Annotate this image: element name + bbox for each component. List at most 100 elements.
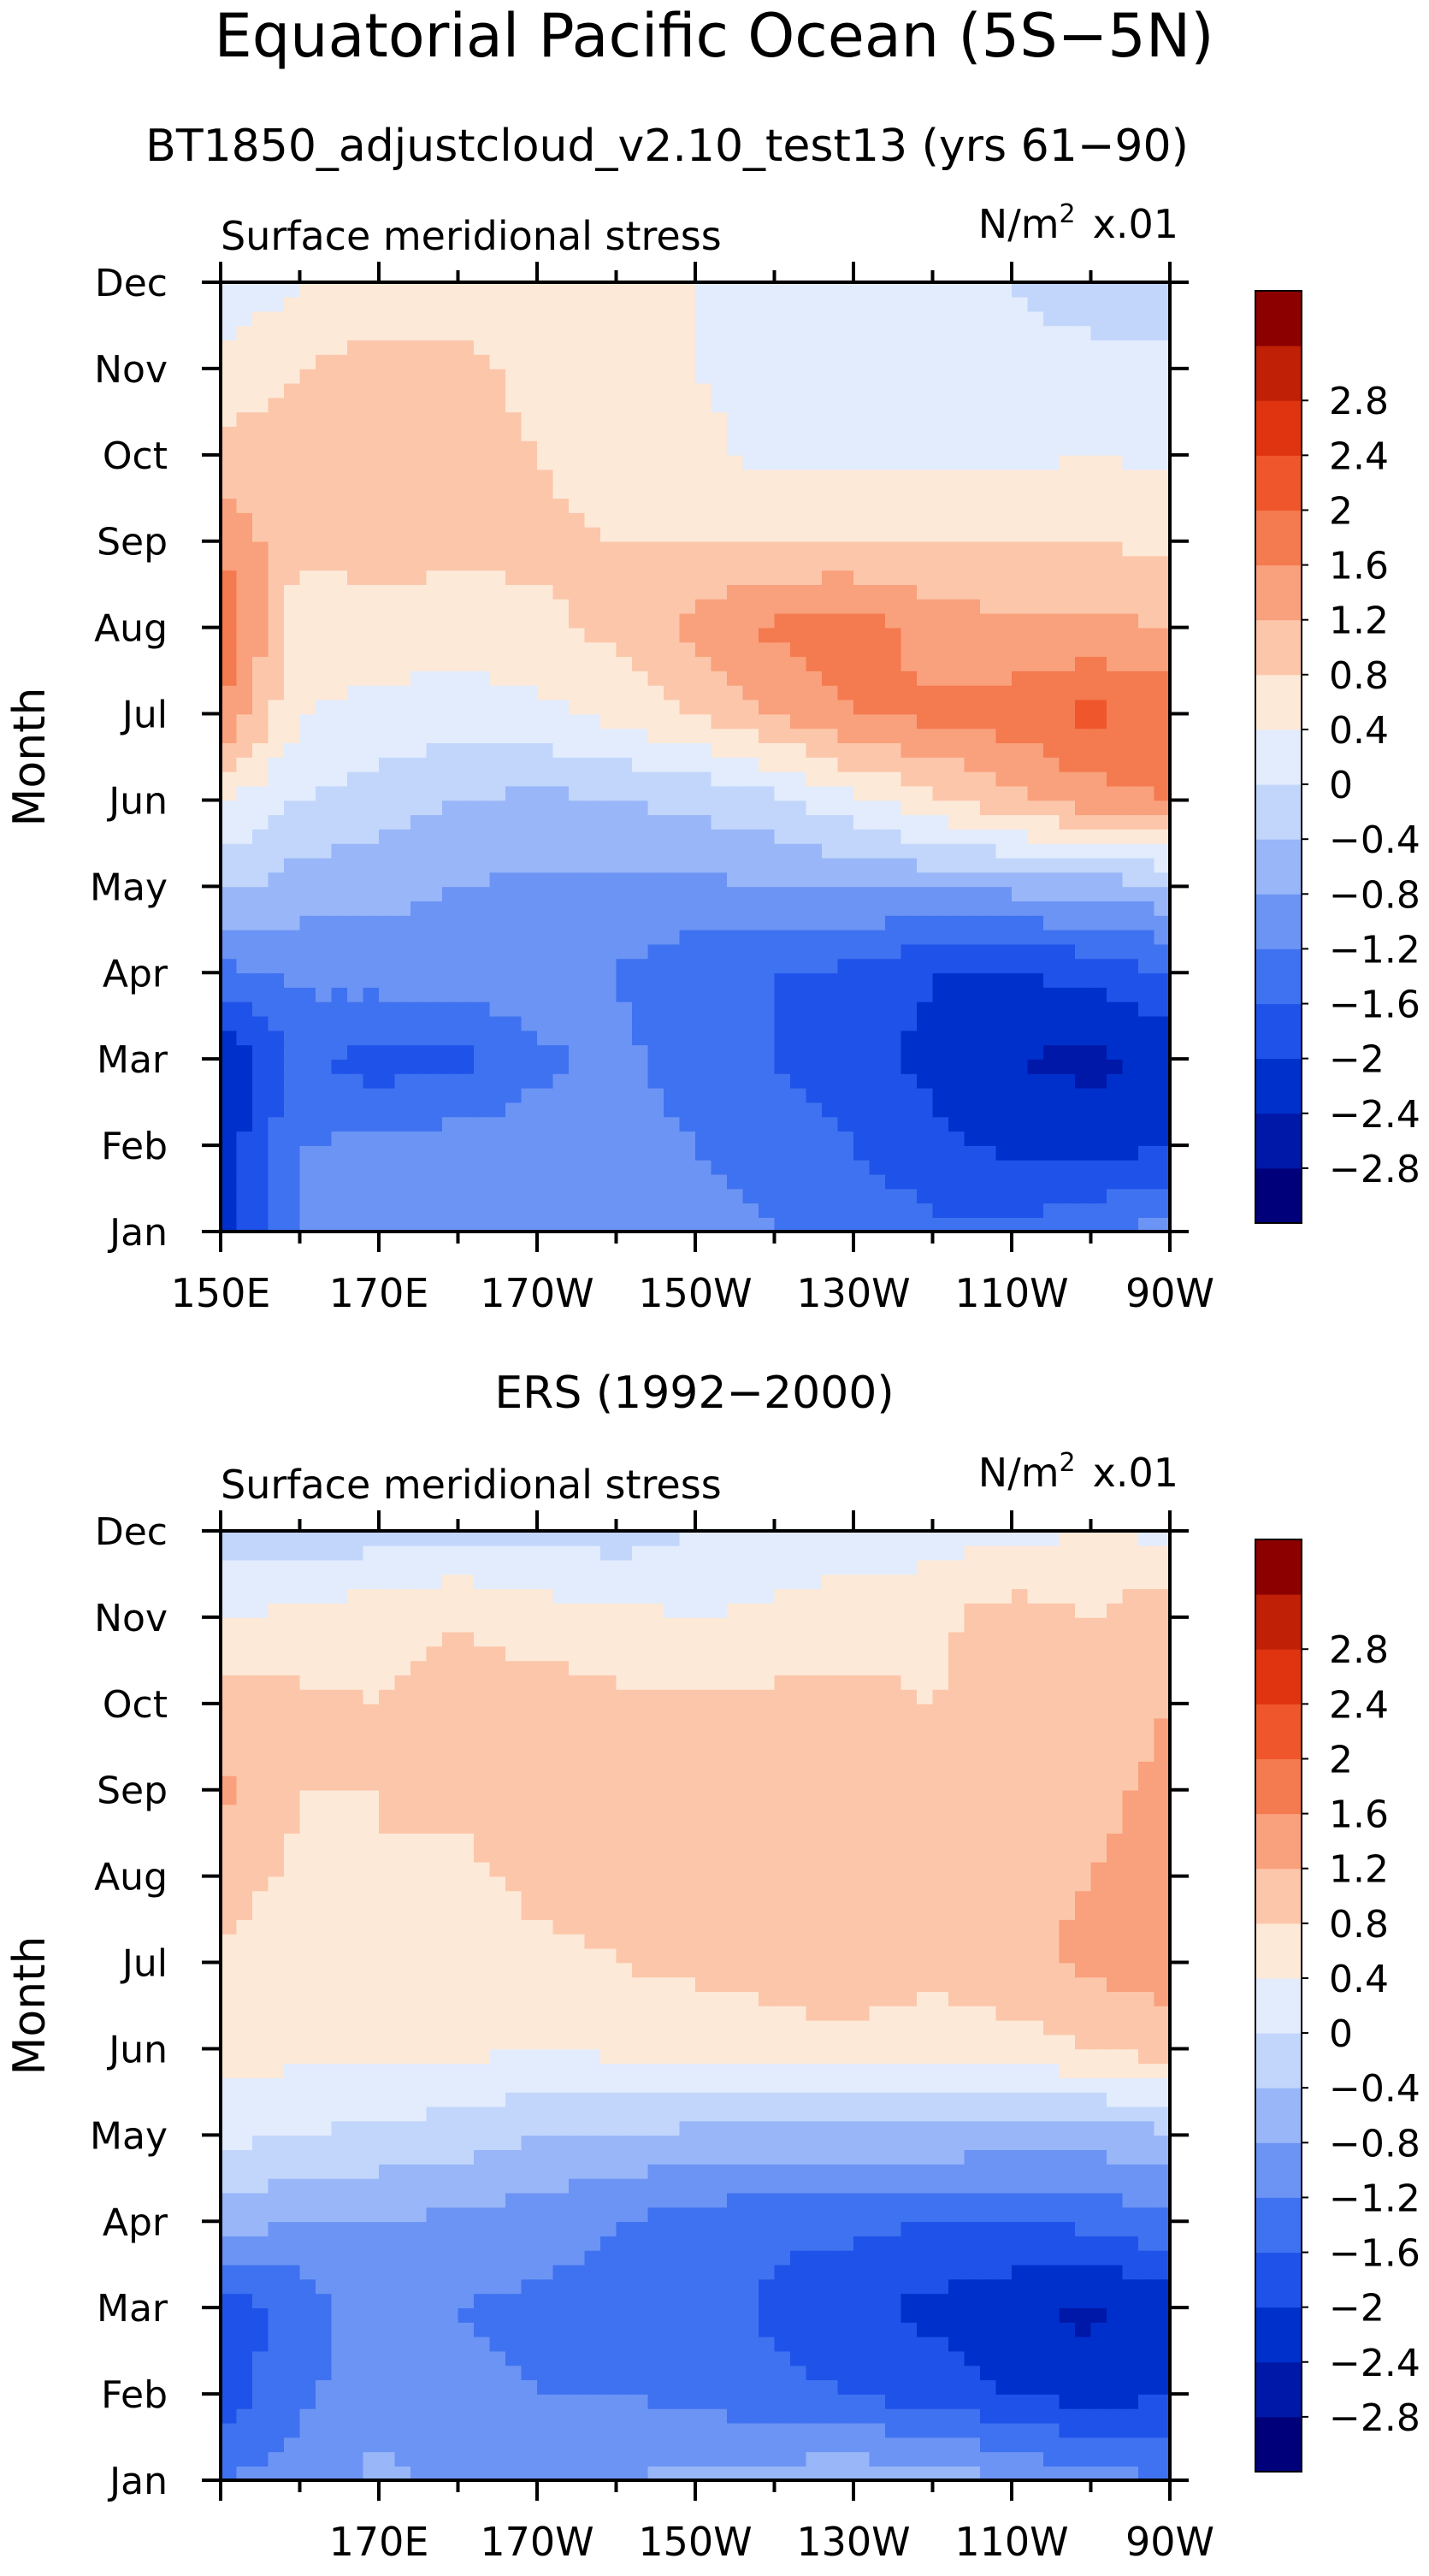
contour-cell xyxy=(316,282,333,298)
contour-cell xyxy=(679,1188,696,1204)
contour-cell xyxy=(1107,612,1124,629)
contour-cell xyxy=(268,800,285,816)
contour-cell xyxy=(679,498,696,513)
contour-cell xyxy=(363,498,380,513)
contour-cell xyxy=(806,1131,823,1146)
contour-cell xyxy=(822,426,839,441)
contour-cell xyxy=(1090,368,1107,384)
contour-cell xyxy=(252,886,269,901)
contour-cell xyxy=(569,2307,586,2323)
contour-cell xyxy=(268,987,285,1002)
contour-cell xyxy=(1012,599,1029,614)
contour-cell xyxy=(331,282,348,298)
contour-cell xyxy=(759,929,776,945)
contour-cell xyxy=(995,1015,1013,1031)
contour-cell xyxy=(1107,2293,1124,2308)
contour-cell xyxy=(1107,757,1124,772)
contour-cell xyxy=(759,2422,776,2438)
contour-cell xyxy=(948,641,965,658)
contour-cell xyxy=(932,2466,949,2480)
contour-cell xyxy=(569,2293,586,2308)
contour-cell xyxy=(664,943,681,960)
contour-cell xyxy=(521,641,538,658)
contour-cell xyxy=(1043,2307,1060,2323)
contour-cell xyxy=(331,901,348,916)
contour-cell xyxy=(679,382,696,399)
contour-cell xyxy=(268,929,285,945)
contour-cell xyxy=(552,1087,570,1103)
contour-cell xyxy=(458,570,475,585)
contour-cell xyxy=(616,1073,633,1089)
contour-cell xyxy=(742,599,759,614)
contour-cell xyxy=(711,440,728,456)
contour-cell xyxy=(600,454,617,470)
contour-cell xyxy=(537,1202,554,1218)
contour-cell xyxy=(600,599,617,614)
contour-cell xyxy=(679,929,696,945)
contour-cell xyxy=(1090,742,1107,758)
contour-cell xyxy=(1012,426,1029,441)
contour-cell xyxy=(1059,800,1076,816)
contour-cell xyxy=(299,2394,316,2409)
contour-cell xyxy=(790,871,807,888)
contour-cell xyxy=(790,713,807,730)
contour-cell xyxy=(632,1044,649,1060)
contour-cell xyxy=(458,671,475,686)
contour-cell xyxy=(759,2278,776,2295)
contour-cell xyxy=(901,728,918,743)
contour-cell xyxy=(410,584,428,600)
contour-cell xyxy=(616,599,633,614)
contour-cell xyxy=(331,2379,348,2395)
contour-cell xyxy=(299,555,316,571)
contour-cell xyxy=(331,713,348,730)
contour-cell xyxy=(1090,411,1107,427)
contour-cell xyxy=(901,2264,918,2280)
contour-cell xyxy=(853,829,871,844)
contour-cell xyxy=(347,426,364,441)
panel-bottom-subtitle: ERS (1992−2000) xyxy=(494,1368,894,1419)
contour-cell xyxy=(1122,2422,1139,2438)
contour-cell xyxy=(869,612,886,629)
contour-cell xyxy=(964,2278,981,2295)
contour-cell xyxy=(1075,397,1092,413)
contour-cell xyxy=(995,512,1013,528)
contour-cell xyxy=(569,2350,586,2366)
contour-cell xyxy=(1059,1202,1076,1218)
contour-cell xyxy=(1043,2264,1060,2280)
contour-cell xyxy=(221,886,238,901)
contour-cell xyxy=(363,440,380,456)
contour-cell xyxy=(932,958,949,974)
contour-cell xyxy=(932,599,949,614)
contour-cell xyxy=(679,2422,696,2438)
contour-cell xyxy=(1012,943,1029,960)
contour-cell xyxy=(521,325,538,341)
contour-cell xyxy=(426,915,443,931)
contour-cell xyxy=(901,2350,918,2366)
contour-cell xyxy=(363,1159,380,1175)
contour-cell xyxy=(664,426,681,441)
contour-cell xyxy=(537,325,554,341)
panel-top-ylabel: Month xyxy=(4,688,56,827)
contour-cell xyxy=(869,2437,886,2453)
contour-cell xyxy=(552,1202,570,1218)
contour-cell xyxy=(410,2322,428,2337)
contour-cell xyxy=(363,2379,380,2395)
contour-cell xyxy=(774,1073,791,1089)
contour-cell xyxy=(885,2293,902,2308)
contour-cell xyxy=(458,2278,475,2295)
contour-cell xyxy=(1027,929,1044,945)
contour-cell xyxy=(1154,757,1170,772)
contour-cell xyxy=(932,1159,949,1175)
contour-cell xyxy=(1012,382,1029,399)
contour-cell xyxy=(379,2394,396,2409)
contour-cell xyxy=(742,1131,759,1146)
contour-cell xyxy=(837,2365,854,2381)
contour-cell xyxy=(869,397,886,413)
contour-cell xyxy=(995,397,1013,413)
contour-cell xyxy=(394,310,411,327)
contour-cell xyxy=(885,2336,902,2352)
contour-cell xyxy=(632,397,649,413)
contour-cell xyxy=(236,943,253,960)
contour-cell xyxy=(252,842,269,859)
contour-cell xyxy=(316,296,333,312)
